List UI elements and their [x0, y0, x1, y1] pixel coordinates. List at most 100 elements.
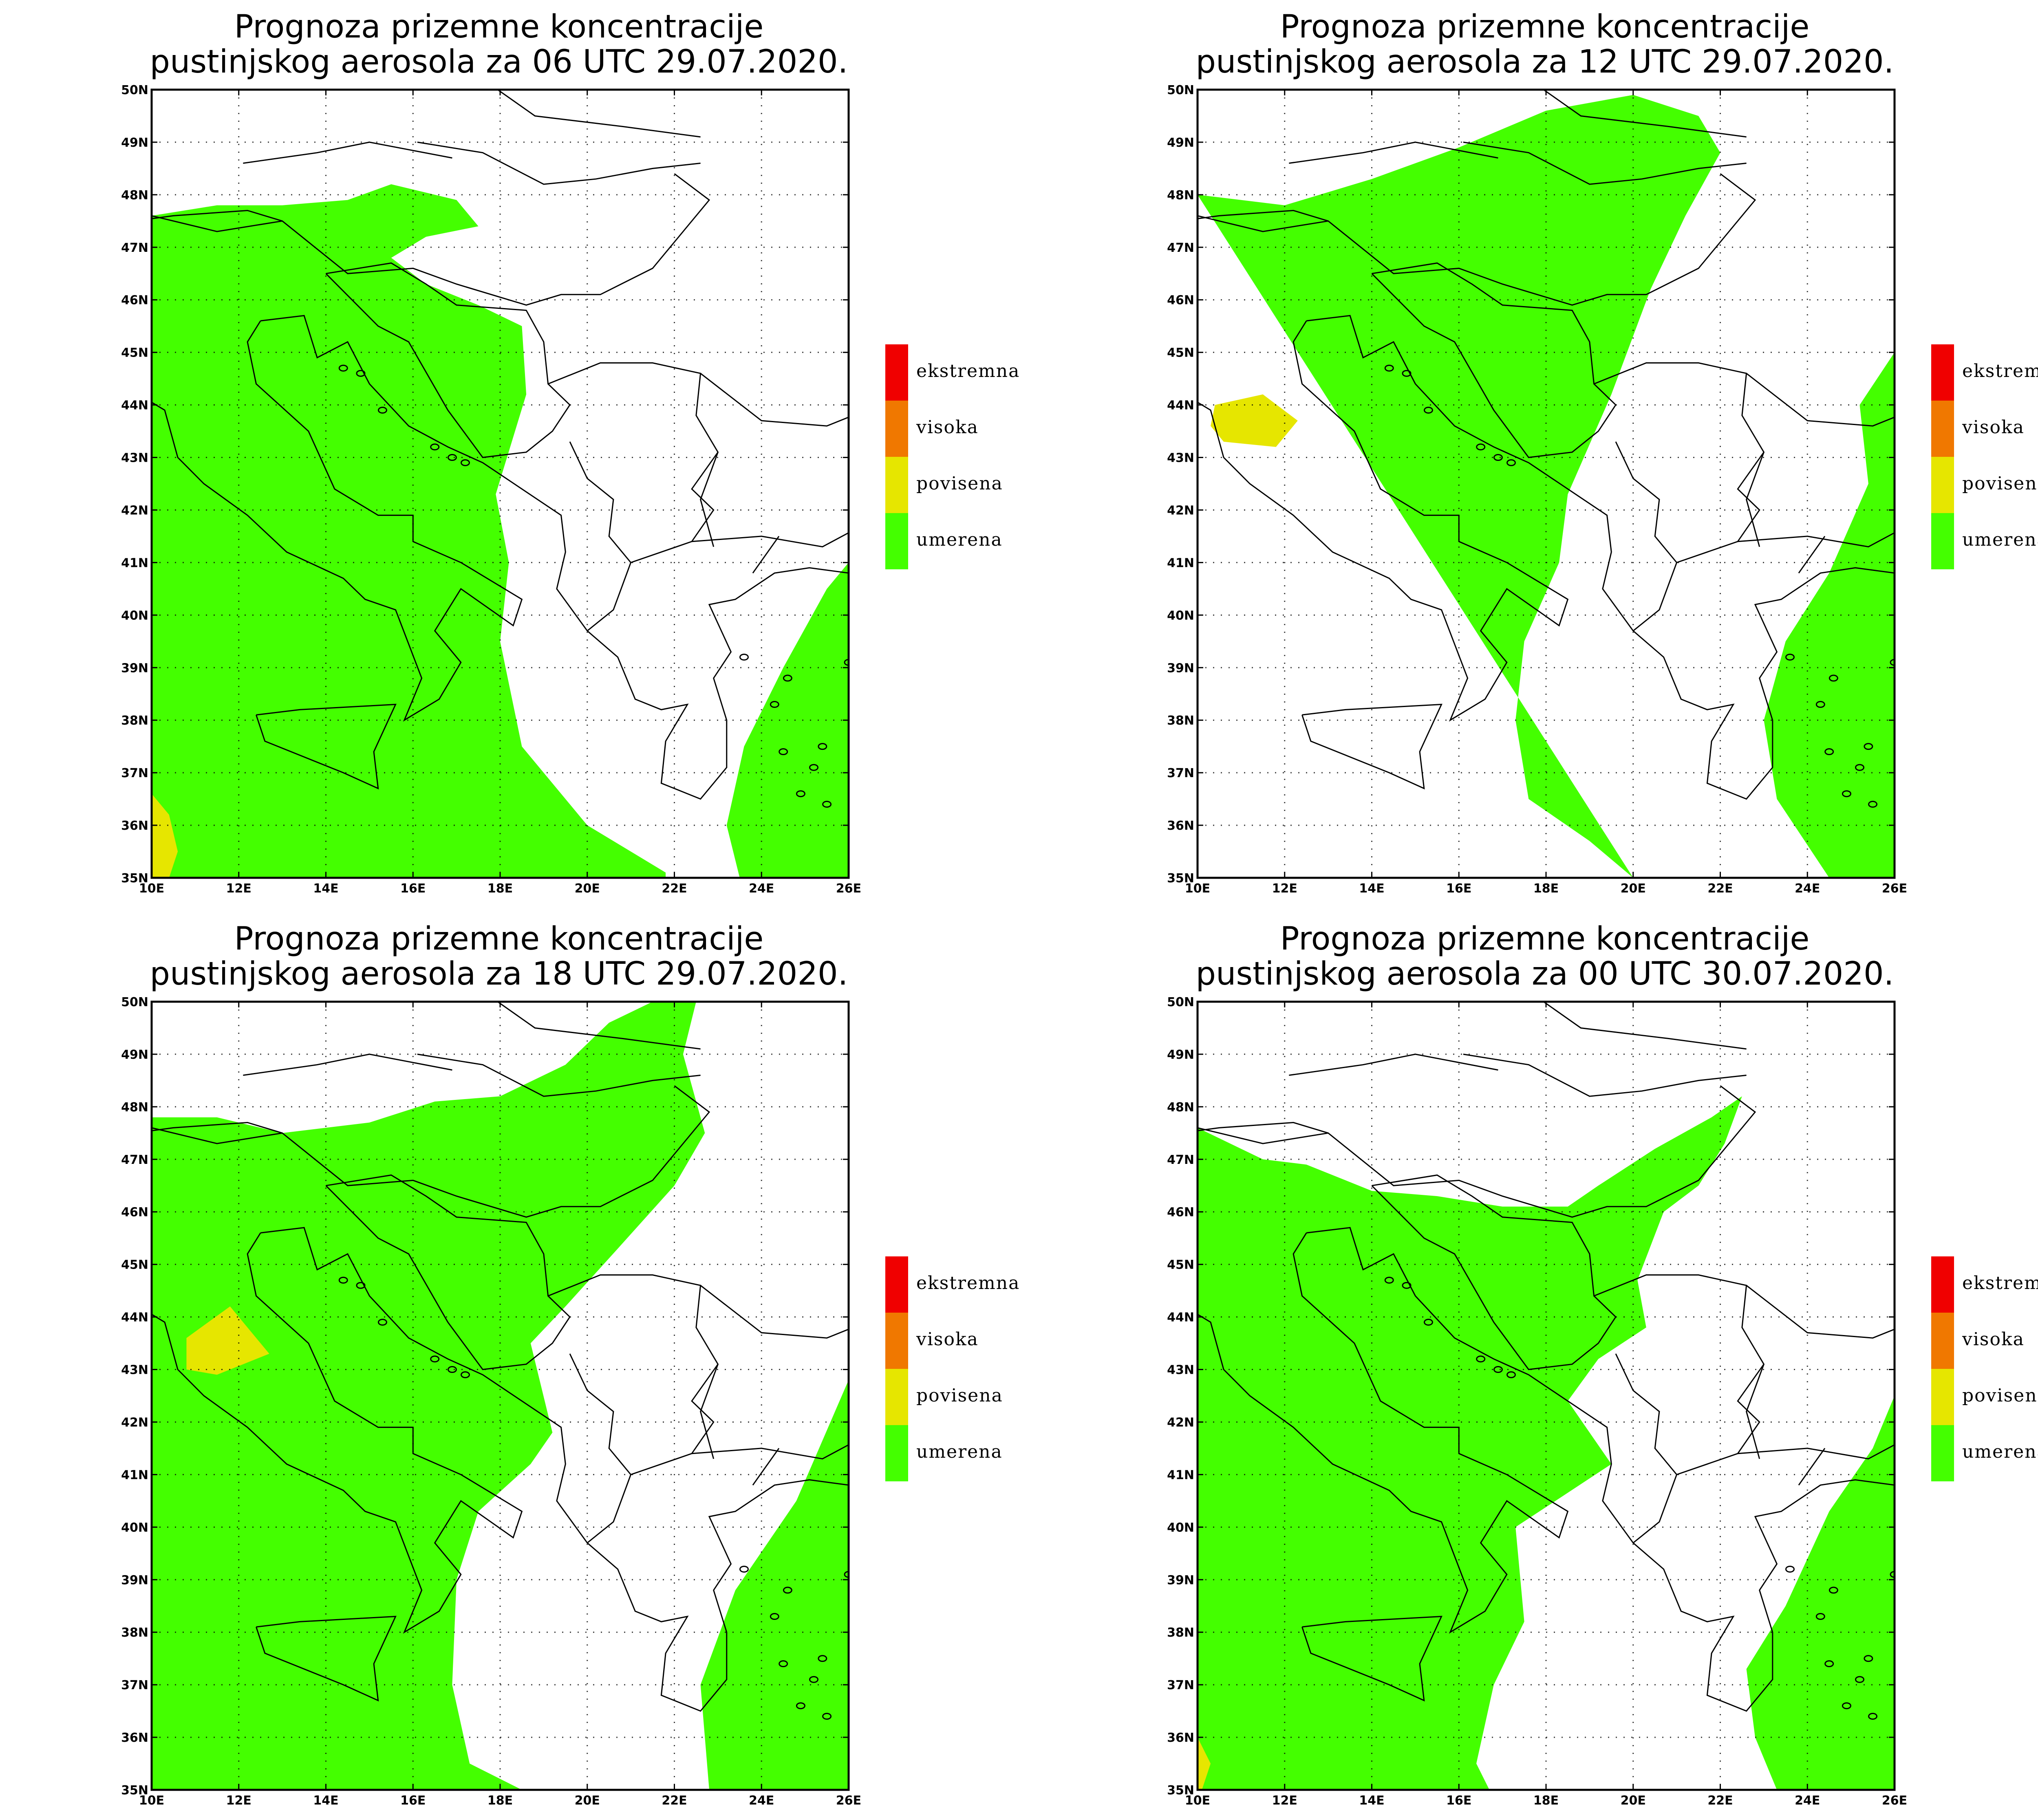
lat-tick-label: 36N: [1167, 819, 1194, 833]
island-outline: [1842, 790, 1851, 798]
lat-tick-label: 37N: [121, 1678, 148, 1692]
lon-tick-label: 22E: [662, 1794, 687, 1808]
border-line: [152, 209, 283, 222]
island-outline: [809, 1676, 818, 1683]
lat-tick-label: 46N: [1167, 1205, 1194, 1220]
lat-tick-label: 35N: [1167, 871, 1194, 886]
lon-tick-label: 12E: [1272, 1794, 1297, 1808]
panel-3-legend: ekstremna visoka povisena umerena: [885, 1256, 1019, 1481]
umerena-area-east: [1764, 352, 1895, 878]
lat-tick-label: 45N: [121, 346, 148, 360]
border-line: [1301, 1615, 1442, 1702]
island-outline: [338, 1276, 348, 1284]
lon-tick-label: 22E: [662, 881, 687, 896]
island-outline: [1842, 1702, 1851, 1710]
lon-tick-label: 14E: [313, 1794, 338, 1808]
island-outline: [1815, 1613, 1825, 1620]
border-line: [243, 141, 452, 164]
legend-swatch-visoka: [885, 1313, 908, 1369]
lat-tick-label: 39N: [1167, 661, 1194, 675]
legend-label-povisena: povisena: [916, 473, 1003, 494]
panel-1-map: 10E 12E 14E 16E 18E 20E 22E 24E 26E 35N 36N 37N 38N 3…: [121, 83, 861, 896]
island-outline: [461, 459, 470, 466]
border-line: [325, 262, 571, 458]
legend-swatch-ekstremna: [885, 344, 908, 401]
island-outline: [430, 1355, 440, 1363]
panel-2-title-line1: Prognoza prizemne koncentracije: [1280, 9, 1810, 45]
lat-tick-label: 46N: [1167, 293, 1194, 308]
lat-tick-label: 45N: [1167, 1258, 1194, 1272]
panel-2: Prognoza prizemne koncentracije pustinjs…: [1167, 9, 2038, 896]
lon-tick-label: 14E: [1359, 1794, 1384, 1808]
legend-swatch-visoka: [1931, 401, 1954, 457]
border-line: [1746, 1285, 1895, 1339]
island-outline: [1890, 1571, 1895, 1578]
lon-tick-label: 18E: [487, 881, 513, 896]
lat-tick-label: 48N: [121, 1100, 148, 1115]
lon-tick-label: 20E: [575, 881, 600, 896]
lat-tick-label: 44N: [1167, 399, 1194, 413]
lon-tick-label: 10E: [139, 1794, 164, 1808]
legend-label-visoka: visoka: [1962, 1329, 2025, 1350]
island-outline: [447, 454, 457, 461]
border-line: [496, 90, 701, 138]
lon-tick-label: 18E: [1533, 881, 1559, 896]
lon-tick-label: 12E: [1272, 881, 1297, 896]
panel-2-title-line2: pustinjskog aerosola za 12 UTC 29.07.202…: [1196, 44, 1894, 80]
legend-swatch-umerena: [885, 513, 908, 569]
legend-swatch-ekstremna: [885, 1256, 908, 1313]
island-outline: [844, 1571, 849, 1578]
border-line: [256, 1615, 397, 1702]
lat-tick-label: 47N: [1167, 1153, 1194, 1167]
lat-tick-label: 35N: [121, 1783, 148, 1798]
legend-label-ekstremna: ekstremna: [1962, 1273, 2038, 1293]
island-outline: [779, 1660, 788, 1668]
island-outline: [770, 1613, 779, 1620]
island-outline: [447, 1366, 457, 1373]
lat-tick-label: 44N: [1167, 1311, 1194, 1325]
island-outline: [796, 790, 805, 798]
panel-2-map: 10E 12E 14E 16E 18E 20E 22E 24E 26E 35N 36N 37N 38N 3…: [1167, 83, 1907, 896]
legend-label-ekstremna: ekstremna: [916, 361, 1020, 381]
border-line: [1594, 1274, 1765, 1476]
border-line: [152, 320, 523, 722]
island-outline: [1824, 748, 1834, 756]
lat-tick-label: 39N: [121, 1573, 148, 1587]
border-line: [1306, 315, 1895, 800]
lon-tick-label: 24E: [1795, 881, 1820, 896]
povisena-area: [1198, 1737, 1211, 1790]
lat-tick-label: 47N: [121, 241, 148, 255]
lat-tick-label: 45N: [1167, 346, 1194, 360]
legend-swatch-visoka: [1931, 1313, 1954, 1369]
lat-tick-label: 48N: [1167, 1100, 1194, 1115]
legend-swatch-umerena: [885, 1425, 908, 1481]
island-outline: [1868, 1712, 1878, 1720]
legend-swatch-povisena: [885, 457, 908, 513]
island-outline: [1506, 459, 1516, 466]
border-line: [692, 1444, 849, 1460]
panel-4-legend: ekstremna visoka povisena umerena: [1931, 1256, 2038, 1481]
border-line: [152, 1232, 523, 1634]
lon-tick-label: 20E: [1621, 1794, 1646, 1808]
border-line: [1306, 1227, 1895, 1712]
legend-label-visoka: visoka: [916, 417, 979, 438]
border-line: [1289, 141, 1498, 164]
island-outline: [1828, 1586, 1838, 1594]
lat-tick-label: 50N: [1167, 995, 1194, 1009]
legend-label-povisena: povisena: [1962, 473, 2038, 494]
umerena-area: [152, 184, 666, 878]
umerena-area-east: [1746, 1396, 1895, 1790]
border-line: [152, 173, 710, 306]
lon-tick-label: 26E: [836, 1794, 861, 1808]
island-outline: [1402, 1282, 1412, 1289]
border-line: [1746, 1364, 1765, 1459]
lon-tick-label: 18E: [487, 1794, 513, 1808]
panel-1: Prognoza prizemne koncentracije pustinjs…: [121, 9, 1020, 896]
panel-1-legend: ekstremna visoka povisena umerena: [885, 344, 1020, 569]
island-outline: [783, 1586, 792, 1594]
border-line: [417, 141, 701, 185]
lon-tick-label: 26E: [1882, 1794, 1907, 1808]
lat-tick-label: 40N: [1167, 1520, 1194, 1535]
legend-label-umerena: umerena: [916, 1441, 1003, 1462]
legend-swatch-ekstremna: [1931, 344, 1954, 401]
